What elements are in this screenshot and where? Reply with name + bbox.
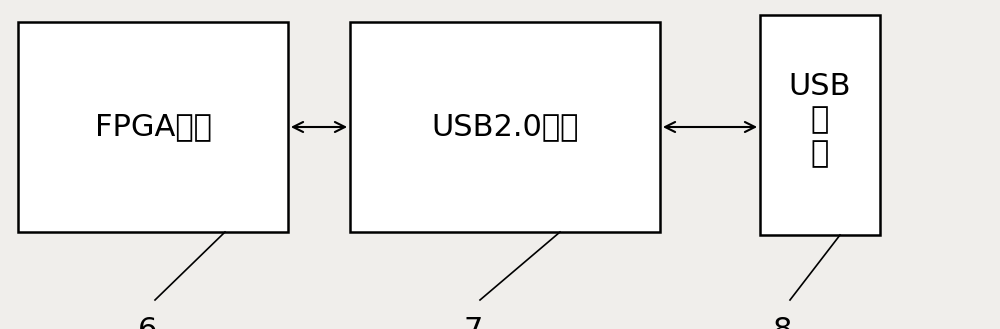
Bar (350, 22, 660, 232)
Bar (760, 15, 880, 235)
Text: 7: 7 (463, 316, 483, 329)
Text: 8: 8 (773, 316, 793, 329)
Text: USB2.0芯片: USB2.0芯片 (431, 113, 579, 141)
Bar (18, 22, 288, 232)
Text: 6: 6 (138, 316, 158, 329)
Text: USB
接
口: USB 接 口 (789, 72, 851, 168)
Text: FPGA芯片: FPGA芯片 (95, 113, 211, 141)
